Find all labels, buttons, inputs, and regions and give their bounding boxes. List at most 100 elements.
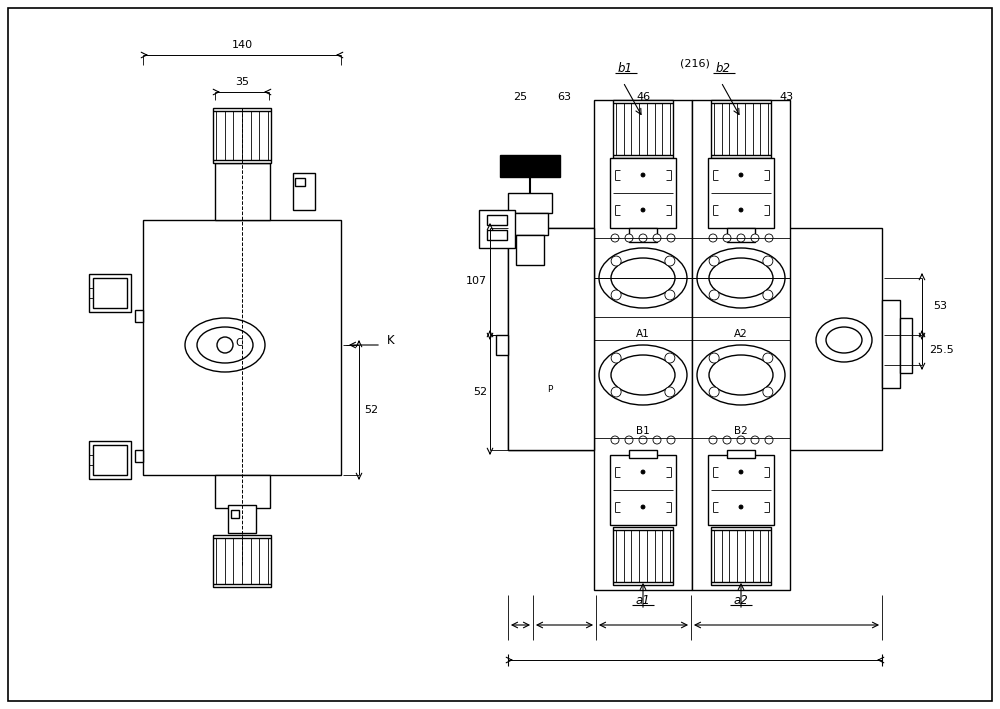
Bar [711, 527, 771, 585]
Bar [508, 193, 552, 213]
Circle shape [739, 173, 743, 177]
Text: B2: B2 [734, 426, 748, 436]
Circle shape [739, 505, 743, 509]
Circle shape [641, 470, 645, 474]
Bar [135, 450, 143, 462]
Bar [213, 535, 271, 587]
Circle shape [611, 387, 621, 397]
Circle shape [667, 436, 675, 444]
Bar [727, 228, 755, 242]
Ellipse shape [709, 355, 773, 395]
Ellipse shape [611, 355, 675, 395]
Circle shape [217, 337, 233, 353]
Bar [594, 100, 692, 590]
Ellipse shape [816, 318, 872, 362]
Circle shape [709, 234, 717, 242]
Circle shape [709, 290, 719, 300]
Ellipse shape [532, 307, 568, 333]
Circle shape [641, 208, 645, 212]
Text: 140: 140 [231, 40, 253, 50]
Circle shape [639, 234, 647, 242]
Bar [512, 213, 548, 235]
Text: 25: 25 [513, 92, 528, 102]
Circle shape [625, 234, 633, 242]
Text: a2: a2 [734, 593, 748, 606]
Circle shape [653, 436, 661, 444]
Bar [610, 455, 676, 525]
Bar [508, 228, 882, 450]
Bar [610, 158, 676, 228]
Circle shape [751, 436, 759, 444]
Circle shape [723, 234, 731, 242]
Circle shape [737, 436, 745, 444]
Bar [613, 527, 673, 585]
Ellipse shape [599, 345, 687, 405]
Ellipse shape [697, 345, 785, 405]
Bar [487, 215, 507, 225]
Text: 35: 35 [235, 77, 249, 87]
Text: 107: 107 [465, 276, 487, 286]
Circle shape [611, 353, 621, 363]
Circle shape [639, 436, 647, 444]
Bar [629, 450, 657, 458]
Text: b2: b2 [716, 62, 730, 74]
Circle shape [545, 385, 555, 395]
Bar [213, 108, 271, 163]
Circle shape [737, 234, 745, 242]
Circle shape [709, 436, 717, 444]
Bar [135, 310, 143, 322]
Circle shape [709, 256, 719, 266]
Text: C: C [235, 338, 243, 348]
Circle shape [665, 290, 675, 300]
Circle shape [739, 208, 743, 212]
Bar [215, 163, 270, 220]
Text: A2: A2 [734, 329, 748, 339]
Circle shape [641, 505, 645, 509]
Ellipse shape [185, 318, 265, 372]
Bar [708, 158, 774, 228]
Text: A1: A1 [636, 329, 650, 339]
Text: P: P [547, 384, 553, 393]
Bar [89, 274, 131, 312]
Ellipse shape [522, 298, 578, 342]
Bar [516, 235, 544, 265]
Bar [89, 441, 131, 479]
Circle shape [763, 256, 773, 266]
Circle shape [723, 436, 731, 444]
Text: K: K [387, 333, 395, 347]
Bar [500, 155, 560, 177]
Circle shape [765, 234, 773, 242]
Bar [692, 100, 790, 590]
Bar [882, 300, 900, 388]
Ellipse shape [599, 248, 687, 308]
Text: (216): (216) [680, 58, 710, 68]
Text: a1: a1 [636, 593, 650, 606]
Text: 52: 52 [364, 405, 378, 415]
Circle shape [665, 387, 675, 397]
Ellipse shape [697, 248, 785, 308]
Circle shape [641, 173, 645, 177]
Circle shape [611, 256, 621, 266]
Circle shape [541, 381, 559, 399]
Bar [93, 445, 127, 475]
Circle shape [765, 436, 773, 444]
Bar [215, 475, 270, 508]
Bar [487, 230, 507, 240]
Bar [295, 178, 305, 186]
Circle shape [653, 234, 661, 242]
Bar [143, 220, 341, 475]
Text: 43: 43 [779, 92, 794, 102]
Circle shape [665, 353, 675, 363]
Circle shape [625, 436, 633, 444]
Circle shape [751, 234, 759, 242]
Circle shape [611, 234, 619, 242]
Bar [508, 228, 594, 450]
Ellipse shape [611, 258, 675, 298]
Bar [708, 455, 774, 525]
Text: b1: b1 [618, 62, 633, 74]
Bar [228, 505, 256, 533]
Circle shape [763, 290, 773, 300]
Bar [496, 335, 508, 355]
Text: 46: 46 [636, 92, 651, 102]
Text: 52: 52 [473, 387, 487, 397]
